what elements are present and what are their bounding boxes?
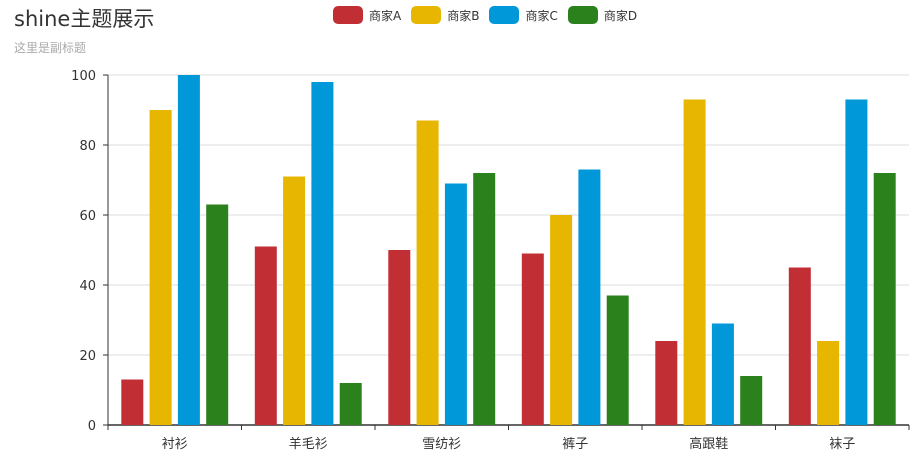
legend-swatch-icon — [567, 6, 598, 24]
bar[interactable] — [740, 376, 763, 425]
y-tick-label: 80 — [79, 139, 96, 154]
bar[interactable] — [845, 99, 868, 426]
bar[interactable] — [388, 250, 411, 425]
legend-label: 商家A — [369, 8, 402, 23]
bar[interactable] — [578, 169, 601, 426]
bar[interactable] — [788, 267, 811, 426]
legend: 商家A 商家B 商家C 商家D — [333, 5, 647, 25]
bar[interactable] — [473, 173, 496, 425]
bar[interactable] — [254, 246, 277, 426]
bar[interactable] — [606, 295, 629, 426]
legend-item-d[interactable]: 商家D — [567, 6, 638, 24]
x-tick-label: 雪纺衫 — [422, 437, 461, 452]
bar[interactable] — [283, 176, 306, 426]
y-tick-label: 100 — [71, 69, 96, 84]
legend-label: 商家D — [603, 8, 638, 23]
bar[interactable] — [206, 204, 229, 426]
x-tick-label: 羊毛衫 — [289, 436, 328, 452]
legend-item-c[interactable]: 商家C — [489, 6, 558, 24]
legend-swatch-icon — [333, 6, 363, 24]
y-tick-label: 60 — [79, 209, 96, 224]
legend-label: 商家B — [447, 8, 480, 23]
bar[interactable] — [416, 120, 439, 426]
bar[interactable] — [121, 379, 144, 426]
chart-subtitle: 这里是副标题 — [14, 41, 87, 55]
bar[interactable] — [817, 341, 840, 425]
bar[interactable] — [873, 173, 896, 425]
bar[interactable] — [177, 75, 200, 425]
legend-swatch-icon — [489, 6, 520, 24]
x-tick-label: 高跟鞋 — [689, 436, 728, 452]
x-tick-label: 袜子 — [829, 437, 855, 452]
bar[interactable] — [311, 82, 334, 425]
x-tick-label: 衬衫 — [162, 437, 188, 452]
bar[interactable] — [339, 383, 362, 425]
legend-item-b[interactable]: 商家B — [411, 6, 479, 24]
bar[interactable] — [444, 183, 467, 426]
chart-title: shine主题展示 — [14, 7, 155, 31]
legend-label: 商家C — [525, 8, 558, 23]
bar[interactable] — [683, 99, 706, 426]
legend-item-a[interactable]: 商家A — [333, 6, 401, 24]
bar[interactable] — [550, 215, 573, 425]
bar[interactable] — [149, 110, 172, 425]
x-tick-label: 裤子 — [562, 437, 588, 452]
bar[interactable] — [711, 323, 734, 426]
y-tick-label: 20 — [79, 349, 96, 364]
bar[interactable] — [655, 341, 678, 425]
legend-swatch-icon — [411, 6, 442, 24]
y-tick-label: 0 — [88, 419, 96, 434]
bar[interactable] — [521, 253, 544, 426]
y-tick-label: 40 — [79, 279, 96, 294]
